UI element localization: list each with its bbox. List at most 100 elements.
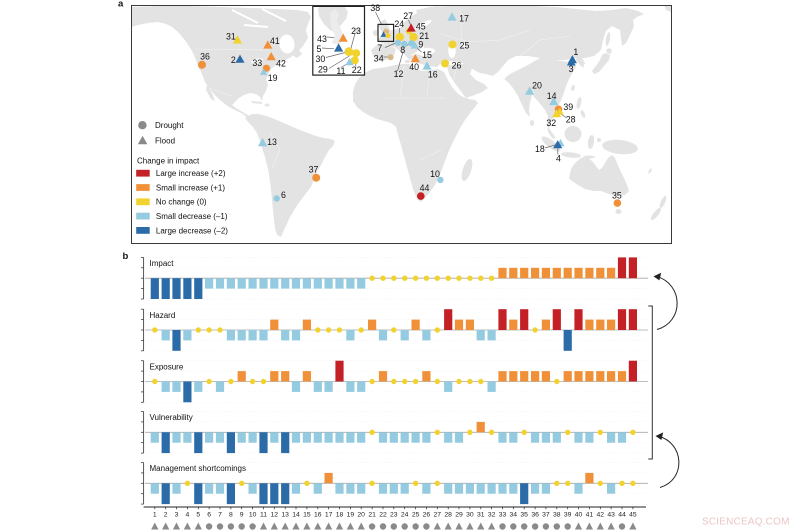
- svg-text:6: 6: [281, 190, 286, 200]
- svg-text:5: 5: [196, 511, 200, 518]
- svg-text:24: 24: [394, 19, 404, 29]
- svg-text:3: 3: [569, 64, 574, 74]
- svg-text:22: 22: [379, 511, 387, 518]
- svg-text:11: 11: [336, 66, 345, 76]
- svg-text:Large decrease (–2): Large decrease (–2): [156, 226, 228, 235]
- svg-text:14: 14: [292, 511, 300, 518]
- svg-text:24: 24: [401, 511, 409, 518]
- svg-text:28: 28: [566, 115, 576, 125]
- svg-text:8: 8: [229, 511, 233, 518]
- svg-text:42: 42: [276, 59, 286, 69]
- svg-text:18: 18: [535, 144, 545, 154]
- svg-text:11: 11: [260, 511, 267, 518]
- svg-text:36: 36: [200, 52, 210, 62]
- svg-text:38: 38: [553, 511, 561, 518]
- svg-text:9: 9: [418, 40, 423, 50]
- svg-text:Large increase (+2): Large increase (+2): [156, 169, 226, 178]
- svg-text:17: 17: [325, 511, 333, 518]
- svg-text:Flood: Flood: [155, 136, 175, 145]
- svg-text:No change (0): No change (0): [156, 198, 207, 207]
- svg-text:14: 14: [547, 91, 557, 101]
- svg-text:26: 26: [452, 61, 462, 71]
- svg-text:41: 41: [586, 511, 594, 518]
- svg-text:22: 22: [352, 65, 362, 75]
- svg-text:20: 20: [357, 511, 365, 518]
- svg-text:21: 21: [419, 31, 429, 41]
- svg-text:1: 1: [573, 47, 578, 57]
- svg-text:12: 12: [394, 69, 404, 79]
- svg-text:a: a: [118, 0, 124, 10]
- svg-text:18: 18: [336, 511, 344, 518]
- svg-text:9: 9: [240, 511, 244, 518]
- svg-text:10: 10: [430, 169, 440, 179]
- svg-text:13: 13: [281, 511, 289, 518]
- svg-text:23: 23: [390, 511, 398, 518]
- svg-text:37: 37: [309, 164, 319, 174]
- svg-text:17: 17: [459, 14, 469, 24]
- svg-text:37: 37: [542, 511, 550, 518]
- svg-text:32: 32: [488, 511, 496, 518]
- svg-text:Hazard: Hazard: [150, 311, 176, 320]
- svg-text:31: 31: [477, 511, 485, 518]
- svg-text:Small increase (+1): Small increase (+1): [156, 183, 225, 192]
- svg-text:34: 34: [374, 54, 384, 64]
- svg-text:42: 42: [597, 511, 605, 518]
- svg-text:1: 1: [153, 511, 157, 518]
- svg-text:23: 23: [351, 26, 361, 36]
- svg-text:21: 21: [368, 511, 376, 518]
- svg-text:33: 33: [252, 58, 262, 68]
- svg-text:44: 44: [420, 183, 430, 193]
- svg-text:45: 45: [629, 511, 637, 518]
- svg-text:2: 2: [164, 511, 168, 518]
- svg-text:15: 15: [422, 50, 432, 60]
- svg-text:40: 40: [575, 511, 583, 518]
- svg-text:43: 43: [607, 511, 615, 518]
- svg-text:40: 40: [409, 62, 419, 72]
- svg-text:26: 26: [423, 511, 431, 518]
- svg-text:36: 36: [531, 511, 539, 518]
- svg-text:35: 35: [520, 511, 528, 518]
- svg-text:b: b: [123, 251, 129, 262]
- svg-text:7: 7: [218, 511, 222, 518]
- svg-text:Impact: Impact: [150, 259, 175, 268]
- svg-text:27: 27: [434, 511, 442, 518]
- svg-text:27: 27: [403, 11, 413, 21]
- svg-text:6: 6: [207, 511, 211, 518]
- svg-text:7: 7: [377, 43, 382, 53]
- svg-text:45: 45: [416, 22, 426, 32]
- svg-text:39: 39: [564, 511, 572, 518]
- svg-text:29: 29: [455, 511, 463, 518]
- svg-text:33: 33: [499, 511, 507, 518]
- svg-text:19: 19: [347, 511, 355, 518]
- svg-text:Change in impact: Change in impact: [137, 157, 200, 166]
- svg-text:39: 39: [563, 102, 573, 112]
- svg-text:SCIENCEAQ.COM: SCIENCEAQ.COM: [702, 517, 790, 528]
- svg-text:4: 4: [556, 154, 561, 164]
- svg-text:41: 41: [270, 36, 280, 46]
- svg-text:8: 8: [400, 45, 405, 55]
- svg-text:38: 38: [370, 3, 380, 13]
- svg-text:Management shortcomings: Management shortcomings: [150, 464, 247, 473]
- svg-text:Vulnerability: Vulnerability: [150, 413, 193, 422]
- svg-text:35: 35: [612, 190, 622, 200]
- svg-text:16: 16: [428, 70, 438, 80]
- svg-text:43: 43: [317, 34, 327, 44]
- svg-text:5: 5: [317, 44, 322, 54]
- svg-text:12: 12: [271, 511, 279, 518]
- svg-text:16: 16: [314, 511, 322, 518]
- svg-text:15: 15: [303, 511, 311, 518]
- svg-text:20: 20: [532, 81, 542, 91]
- svg-text:25: 25: [412, 511, 420, 518]
- svg-text:29: 29: [318, 64, 328, 74]
- svg-text:10: 10: [249, 511, 257, 518]
- svg-text:32: 32: [546, 118, 556, 128]
- svg-text:Exposure: Exposure: [150, 362, 184, 371]
- svg-text:28: 28: [444, 511, 452, 518]
- svg-text:34: 34: [510, 511, 518, 518]
- svg-text:13: 13: [267, 137, 277, 147]
- svg-text:31: 31: [226, 31, 236, 41]
- svg-text:Small decrease (–1): Small decrease (–1): [156, 212, 228, 221]
- svg-text:19: 19: [268, 73, 278, 83]
- svg-text:4: 4: [186, 511, 190, 518]
- svg-text:30: 30: [316, 54, 326, 64]
